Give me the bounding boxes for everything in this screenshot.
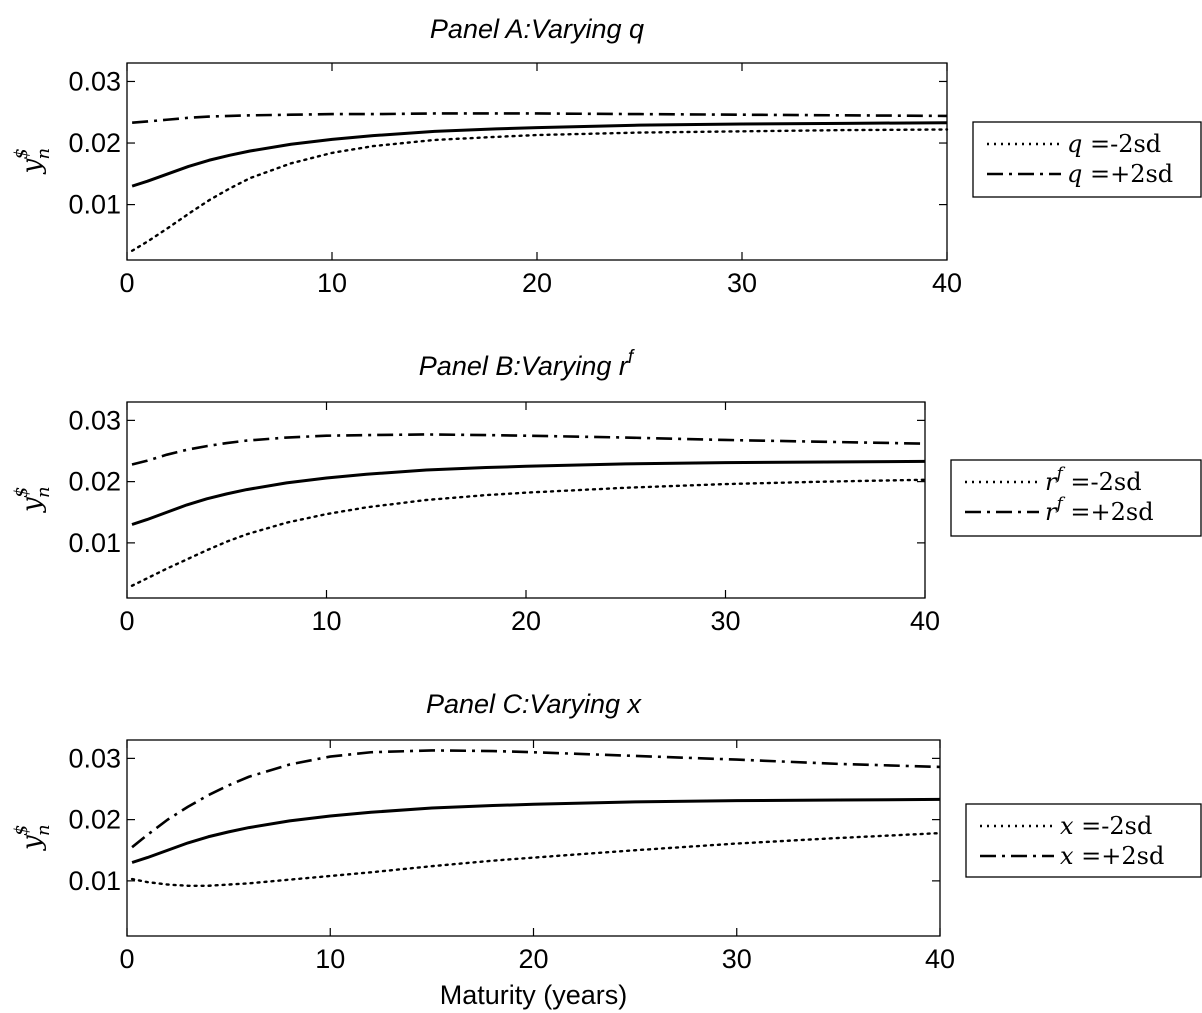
x-tick-label: 40: [925, 944, 955, 974]
panel-title: Panel C:Varying x: [426, 689, 643, 719]
x-tick-label: 20: [522, 268, 552, 298]
legend-box: [965, 803, 1202, 878]
panel-b: Panel B:Varying rf 0 10 20 30 40 0.01 0.02 0.03 y…: [11, 347, 1202, 636]
y-tick-label: 0.02: [68, 128, 121, 158]
x-tick-label: 20: [511, 606, 541, 636]
legend-entry: x =+2sd: [1060, 842, 1164, 870]
x-tick-label: 10: [315, 944, 345, 974]
series-line-dashdot: [132, 112, 948, 125]
y-tick-label: 0.01: [68, 866, 121, 896]
svg-text:y$n: y$n: [11, 824, 54, 851]
legend-box: [972, 121, 1202, 198]
svg-text:y$n: y$n: [11, 148, 54, 175]
series-line-dotted: [130, 831, 942, 887]
legend-entry: x =-2sd: [1060, 812, 1152, 840]
y-tick-label: 0.03: [68, 743, 121, 773]
x-tick-label: 30: [722, 944, 752, 974]
axes-frame: [126, 401, 926, 599]
y-tick-label: 0.01: [68, 528, 121, 558]
x-tick-label: 40: [910, 606, 940, 636]
legend-entry: q =-2sd: [1067, 130, 1161, 158]
panel-a: Panel A:Varying q 0 10 20 30 40 0.01 0.02 0.03 y$…: [11, 14, 1202, 298]
series-line-dashdot: [131, 749, 941, 849]
y-axis-label: y$n: [11, 824, 54, 851]
x-tick-label: 30: [710, 606, 740, 636]
x-tick-label: 10: [311, 606, 341, 636]
series-line-dotted: [130, 478, 927, 587]
y-tick-label: 0.01: [68, 190, 121, 220]
legend-entry: q =+2sd: [1067, 160, 1173, 188]
svg-text:y$n: y$n: [11, 486, 54, 513]
y-tick-label: 0.03: [68, 405, 121, 435]
series-line-dashdot: [131, 433, 926, 466]
legend-entry: rf =-2sd: [1045, 464, 1142, 496]
axes-frame: [126, 62, 948, 261]
legend-box: [950, 459, 1202, 537]
series-line-dotted: [130, 128, 949, 252]
series-line-solid: [131, 797, 941, 864]
x-tick-label: 0: [119, 268, 134, 298]
x-tick-label: 0: [119, 944, 134, 974]
y-tick-label: 0.02: [68, 805, 121, 835]
y-axis-label: y$n: [11, 486, 54, 513]
x-axis-label: Maturity (years): [440, 980, 628, 1010]
panel-c: Panel C:Varying x 0 10 20 30 40 0.01 0.02 0.03 y$…: [11, 689, 1202, 1010]
y-tick-label: 0.03: [68, 66, 121, 96]
x-tick-label: 20: [518, 944, 548, 974]
x-tick-label: 0: [119, 606, 134, 636]
panel-title: Panel B:Varying rf: [419, 347, 635, 381]
y-tick-label: 0.02: [68, 467, 121, 497]
x-tick-label: 30: [727, 268, 757, 298]
y-axis-label: y$n: [11, 148, 54, 175]
x-tick-label: 10: [317, 268, 347, 298]
legend-entry: rf =+2sd: [1045, 494, 1154, 526]
series-line-solid: [131, 121, 948, 188]
series-line-solid: [131, 459, 926, 526]
panel-title: Panel A:Varying q: [430, 14, 644, 44]
x-tick-label: 40: [932, 268, 962, 298]
